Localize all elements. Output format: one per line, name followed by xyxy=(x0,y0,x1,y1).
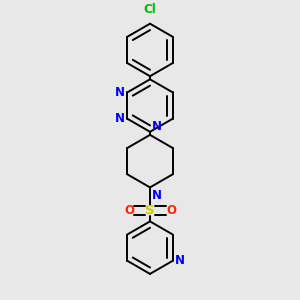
Text: O: O xyxy=(166,204,176,217)
Text: N: N xyxy=(115,86,125,99)
Text: N: N xyxy=(115,112,125,125)
Text: N: N xyxy=(152,120,162,133)
Text: N: N xyxy=(152,189,162,202)
Text: S: S xyxy=(145,204,155,217)
Text: O: O xyxy=(124,204,134,217)
Text: N: N xyxy=(175,254,185,267)
Text: Cl: Cl xyxy=(144,3,156,16)
